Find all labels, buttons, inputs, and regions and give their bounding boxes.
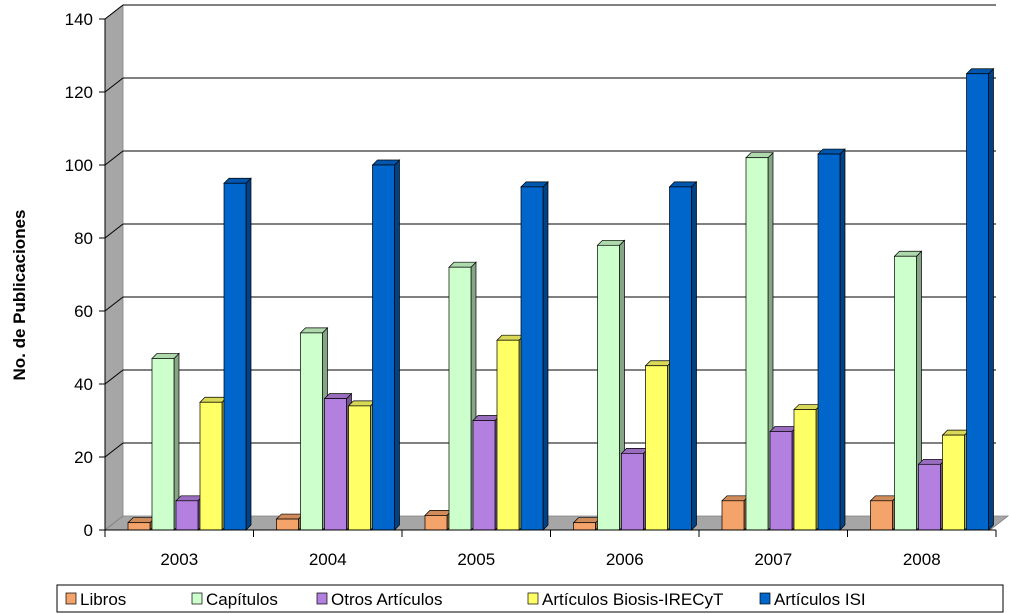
y-axis-ticks: 0 20 40 60 80 100 120 140 [65, 10, 106, 540]
gridline-diag [104, 442, 124, 458]
bar [275, 513, 305, 531]
bar [323, 392, 353, 531]
bar [496, 334, 525, 531]
side-wall [104, 4, 124, 531]
bar [424, 509, 453, 531]
gridline-diag [104, 296, 124, 312]
legend-entry: Otros Artículos [316, 590, 442, 609]
y-tick-label: 140 [65, 10, 93, 29]
legend-swatch [191, 592, 203, 605]
y-tick-label: 0 [84, 521, 93, 540]
bar [817, 148, 846, 531]
legend-entry: Capítulos [191, 590, 278, 609]
x-tick-label: 2005 [457, 550, 495, 569]
legend-swatch [527, 592, 539, 605]
bar [869, 494, 899, 531]
legend-label: Artículos Biosis-IRECyT [542, 590, 723, 609]
gridline-diag [104, 77, 124, 93]
y-tick-label: 80 [74, 229, 93, 248]
y-tick-label: 20 [74, 448, 93, 467]
bar [965, 67, 995, 531]
bar [721, 494, 750, 531]
bar [448, 261, 477, 531]
bar [668, 181, 698, 531]
y-tick-label: 40 [74, 375, 93, 394]
legend-swatch [65, 592, 77, 605]
bar [941, 429, 971, 531]
bar [769, 425, 798, 531]
bars [127, 67, 995, 531]
x-tick-label: 2008 [903, 550, 941, 569]
bar [371, 159, 401, 531]
legend-swatch [316, 592, 328, 605]
bar [151, 352, 180, 531]
y-tick-label: 100 [65, 156, 93, 175]
gridline-diag [104, 223, 124, 239]
x-tick-label: 2006 [606, 550, 644, 569]
bar [644, 359, 674, 531]
bar [472, 414, 501, 531]
gridline-diag [104, 4, 124, 20]
bar [127, 516, 156, 531]
bar [745, 151, 774, 531]
x-tick-label: 2007 [754, 550, 792, 569]
bar [299, 327, 329, 531]
y-tick-label: 60 [74, 302, 93, 321]
y-axis-label: No. de Publicaciones [10, 210, 29, 381]
bar [596, 239, 626, 531]
bar [793, 403, 822, 531]
bar [223, 177, 252, 531]
bar [347, 400, 377, 531]
legend-entry: Libros [65, 590, 126, 609]
x-tick-label: 2003 [160, 550, 198, 569]
bar [520, 181, 549, 531]
x-axis-ticks: 2003 2004 2005 2006 2007 2008 [104, 529, 997, 569]
bar [893, 250, 923, 531]
bar [175, 494, 204, 531]
gridlines [104, 4, 996, 458]
legend-label: Artículos ISI [774, 590, 866, 609]
bar [572, 516, 602, 531]
y-tick-label: 120 [65, 83, 93, 102]
legend-swatch [759, 592, 771, 605]
bar [620, 447, 650, 531]
legend-label: Libros [80, 590, 126, 609]
legend-entry: Artículos ISI [759, 590, 866, 609]
bar [199, 396, 228, 531]
legend-label: Otros Artículos [331, 590, 442, 609]
bar [917, 458, 947, 531]
gridline-diag [104, 150, 124, 166]
legend-entry: Artículos Biosis-IRECyT [527, 590, 723, 609]
x-tick-label: 2004 [309, 550, 347, 569]
gridline-diag [104, 369, 124, 385]
legend-label: Capítulos [206, 590, 278, 609]
legend: Libros Capítulos Otros Artículos Artículos … [56, 584, 1004, 613]
